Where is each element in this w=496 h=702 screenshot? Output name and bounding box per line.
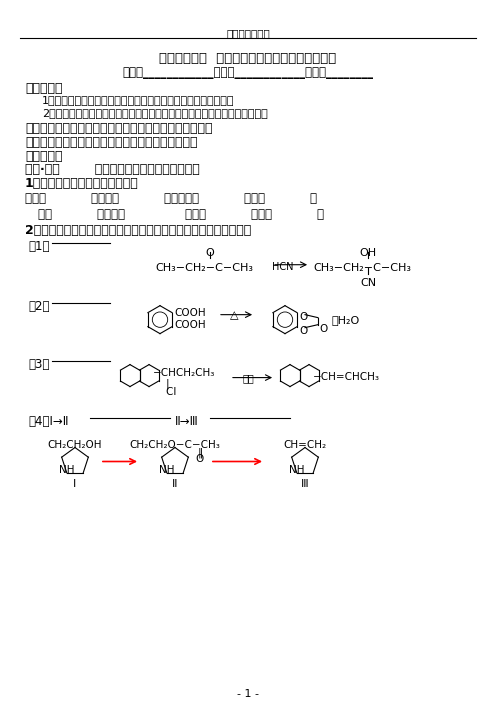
Text: COOH: COOH [174, 307, 206, 318]
Text: Cl: Cl [153, 387, 177, 397]
Text: 广州市岭南中学: 广州市岭南中学 [226, 28, 270, 38]
Text: CN: CN [360, 278, 376, 288]
Text: ＋H₂O: ＋H₂O [332, 314, 360, 324]
Text: 醛（            ）羧酸（                ）酯（            ）酚（            ）: 醛（ ）羧酸（ ）酯（ ）酚（ ） [38, 208, 324, 220]
Text: O: O [196, 453, 204, 463]
Text: 班级：____________姓名：____________学号：________: 班级：____________姓名：____________学号：_______… [123, 66, 373, 79]
Text: Ⅰ: Ⅰ [73, 479, 76, 489]
Text: 学习过程：: 学习过程： [25, 150, 62, 163]
Text: 选修５第三章  第四节《有机合成》（第１课时）: 选修５第三章 第四节《有机合成》（第１课时） [159, 52, 337, 65]
Text: O: O [206, 248, 214, 258]
Text: COOH: COOH [174, 319, 206, 330]
Text: O: O [299, 312, 307, 322]
Text: HCN: HCN [272, 262, 294, 272]
Text: 烯烃（            ）炔烃（            ）卤代烃（            ）醇（            ）: 烯烃（ ）炔烃（ ）卤代烃（ ）醇（ ） [25, 192, 317, 205]
Text: （1）: （1） [28, 240, 50, 253]
Text: 2、初步了解有机合成的基本过程；构建有机物不同类别间的相互转化网络。: 2、初步了解有机合成的基本过程；构建有机物不同类别间的相互转化网络。 [42, 108, 268, 118]
Text: 学习难点：有机物不同类别间的相互转化网络构建。: 学习难点：有机物不同类别间的相互转化网络构建。 [25, 136, 197, 149]
Text: CH=CH₂: CH=CH₂ [283, 439, 326, 449]
Text: O: O [319, 324, 327, 333]
Text: CH₃−CH₂−C−CH₃: CH₃−CH₂−C−CH₃ [313, 263, 411, 272]
Text: Ⅲ: Ⅲ [301, 479, 309, 489]
Text: −CHCH₂CH₃: −CHCH₂CH₃ [153, 368, 215, 378]
Text: CH₂CH₂O−C−CH₃: CH₂CH₂O−C−CH₃ [129, 439, 220, 449]
Text: 复习·交流        复习官能团、反应类型与新键：: 复习·交流 复习官能团、反应类型与新键： [25, 163, 200, 176]
Text: （3）: （3） [28, 357, 50, 371]
Text: NH: NH [159, 465, 175, 475]
Text: 学习目标：: 学习目标： [25, 82, 62, 95]
Text: （2）: （2） [28, 300, 50, 312]
Text: CH₂CH₂OH: CH₂CH₂OH [48, 439, 102, 449]
Text: CH₃−CH₂−C−CH₃: CH₃−CH₂−C−CH₃ [155, 263, 253, 272]
Text: 学习重点：熟悉碳碳双键、卤素原子、羟基的引入方法。: 学习重点：熟悉碳碳双键、卤素原子、羟基的引入方法。 [25, 122, 212, 135]
Text: O: O [299, 326, 307, 336]
Text: OH: OH [360, 248, 376, 258]
Text: - 1 -: - 1 - [237, 689, 259, 699]
Text: Ⅱ→Ⅲ: Ⅱ→Ⅲ [175, 415, 199, 428]
Text: （4）Ⅰ→Ⅱ: （4）Ⅰ→Ⅱ [28, 415, 68, 428]
Text: Ⅱ: Ⅱ [172, 479, 178, 489]
Text: △: △ [230, 311, 238, 321]
Text: 1、运用烃及烃的衍生物性质归纳官能团的相互转化的一些方法。: 1、运用烃及烃的衍生物性质归纳官能团的相互转化的一些方法。 [42, 95, 235, 105]
Text: NH: NH [59, 465, 75, 475]
Text: 1、请写出下列物质相应的官能团: 1、请写出下列物质相应的官能团 [25, 177, 139, 190]
Text: −CH=CHCH₃: −CH=CHCH₃ [313, 371, 380, 382]
Text: 2、判断下列反应或转化的反应类型，并用线段划出相应的断键位置: 2、判断下列反应或转化的反应类型，并用线段划出相应的断键位置 [25, 224, 251, 237]
Text: ‖: ‖ [197, 447, 203, 458]
Text: |: | [153, 378, 170, 389]
Text: NH: NH [289, 465, 305, 475]
Text: 醇解: 醇解 [242, 373, 254, 383]
